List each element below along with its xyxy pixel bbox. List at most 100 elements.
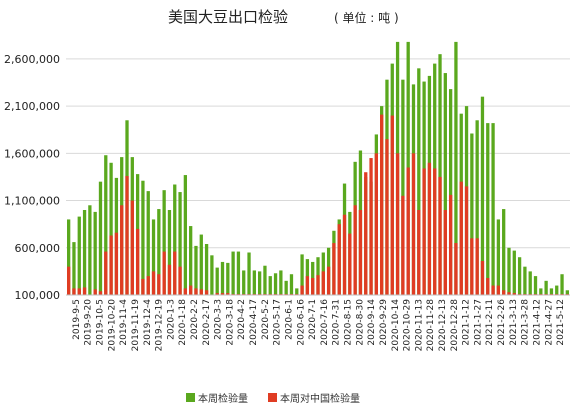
bar-china (157, 274, 161, 295)
bar-china (433, 168, 437, 295)
x-tick-label: 2020-6-1 (284, 299, 294, 340)
bar-china (72, 288, 76, 295)
bar-china (67, 266, 71, 295)
bar-china (305, 276, 310, 295)
bar-china (417, 210, 421, 295)
bar-total (77, 216, 81, 295)
x-tick-label: 2019-11-4 (119, 299, 129, 346)
bar-total (539, 288, 543, 295)
y-axis: 100,000 600,000 1,100,000 1,600,000 2,100,00… (4, 53, 60, 302)
x-tick-label: 2020-9-14 (367, 299, 377, 346)
x-tick-label: 2020-12-28 (450, 299, 460, 352)
x-tick-label: 2020-4-17 (249, 299, 259, 346)
x-tick-label: 2020-2-2 (190, 299, 200, 340)
x-tick-label: 2019-12-19 (155, 299, 165, 352)
bar-total (88, 205, 92, 295)
bar-china (104, 251, 108, 295)
bar-total (507, 247, 511, 295)
bar-china (311, 278, 315, 295)
bar-total (417, 68, 421, 295)
bar-china (135, 228, 140, 295)
bar-china (109, 235, 113, 295)
x-tick-label: 2019-12-4 (143, 299, 153, 346)
bar-china (443, 210, 447, 295)
bar-total (157, 209, 161, 295)
y-tick-label: 2,600,000 (4, 53, 60, 66)
bar-total (549, 288, 554, 295)
bar-total (236, 251, 241, 295)
bar-china (114, 232, 119, 295)
bar-total (454, 41, 458, 295)
series-china-inspection (67, 114, 569, 295)
bar-total (141, 180, 145, 295)
bar-total (183, 175, 188, 295)
legend-label-total: 本周检验量 (198, 392, 248, 405)
bar-china (502, 290, 506, 295)
bar-china (427, 162, 432, 295)
bar-china (348, 233, 352, 295)
bar-total (258, 271, 262, 295)
bar-total (146, 191, 150, 295)
bar-china (98, 291, 103, 295)
bar-total (109, 162, 113, 295)
bar-total (289, 274, 294, 295)
bar-total (300, 254, 304, 295)
bar-china (215, 293, 219, 295)
bar-total (443, 73, 447, 295)
bar-total (167, 210, 172, 295)
x-tick-label: 2021-4-12 (532, 299, 542, 346)
bar-china (342, 214, 347, 295)
x-tick-label: 2020-10-29 (403, 299, 413, 352)
bar-china (173, 251, 177, 295)
bar-total (528, 271, 532, 295)
bar-total (555, 285, 559, 295)
bar-total (226, 262, 230, 295)
bar-china (395, 153, 400, 295)
bar-total (517, 257, 522, 295)
bar-china (120, 205, 124, 295)
bar-china (480, 261, 485, 295)
bar-total (252, 270, 256, 295)
bar-china (491, 285, 495, 295)
x-tick-label: 2020-8-15 (344, 299, 354, 346)
bar-total (470, 133, 474, 295)
bar-china (178, 266, 182, 295)
bar-china (438, 176, 442, 295)
bar-china (448, 194, 453, 295)
bar-china (358, 210, 363, 295)
bar-total (502, 209, 506, 295)
bar-total (151, 219, 156, 295)
x-tick-label: 2020-11-28 (426, 299, 436, 352)
bar-total (560, 274, 564, 295)
x-tick-label: 2020-12-13 (438, 299, 448, 351)
bar-china (146, 276, 150, 295)
bar-china (183, 288, 188, 295)
x-tick-label: 2019-9-20 (84, 299, 94, 346)
chart-title: 美国大豆出口检验 ( 单位 : 吨 ) (168, 8, 399, 26)
x-tick-label: 2020-1-3 (166, 299, 176, 340)
bar-china (220, 293, 225, 295)
bar-total (67, 219, 71, 295)
bar-total (438, 54, 442, 295)
bar-total (199, 234, 203, 295)
legend-swatch-china (268, 393, 277, 402)
y-tick-label: 100,000 (15, 289, 61, 302)
bar-total (204, 244, 209, 295)
x-tick-label: 2021-4-27 (544, 299, 554, 346)
chart-title-unit: ( 单位 : 吨 ) (334, 10, 399, 25)
bar-china (459, 181, 463, 295)
bar-total (72, 242, 76, 295)
bar-china (380, 114, 384, 295)
bar-china (77, 288, 81, 295)
bar-total (533, 276, 538, 295)
bar-total (295, 288, 299, 295)
bar-china (226, 293, 230, 295)
bar-china (130, 200, 134, 295)
x-tick-label: 2020-7-31 (332, 299, 342, 346)
bar-china (194, 288, 198, 295)
x-tick-label: 2021-3-28 (521, 299, 531, 346)
bar-total (448, 89, 453, 295)
legend-swatch-total (186, 393, 195, 402)
x-tick-label: 2020-3-3 (214, 299, 224, 340)
